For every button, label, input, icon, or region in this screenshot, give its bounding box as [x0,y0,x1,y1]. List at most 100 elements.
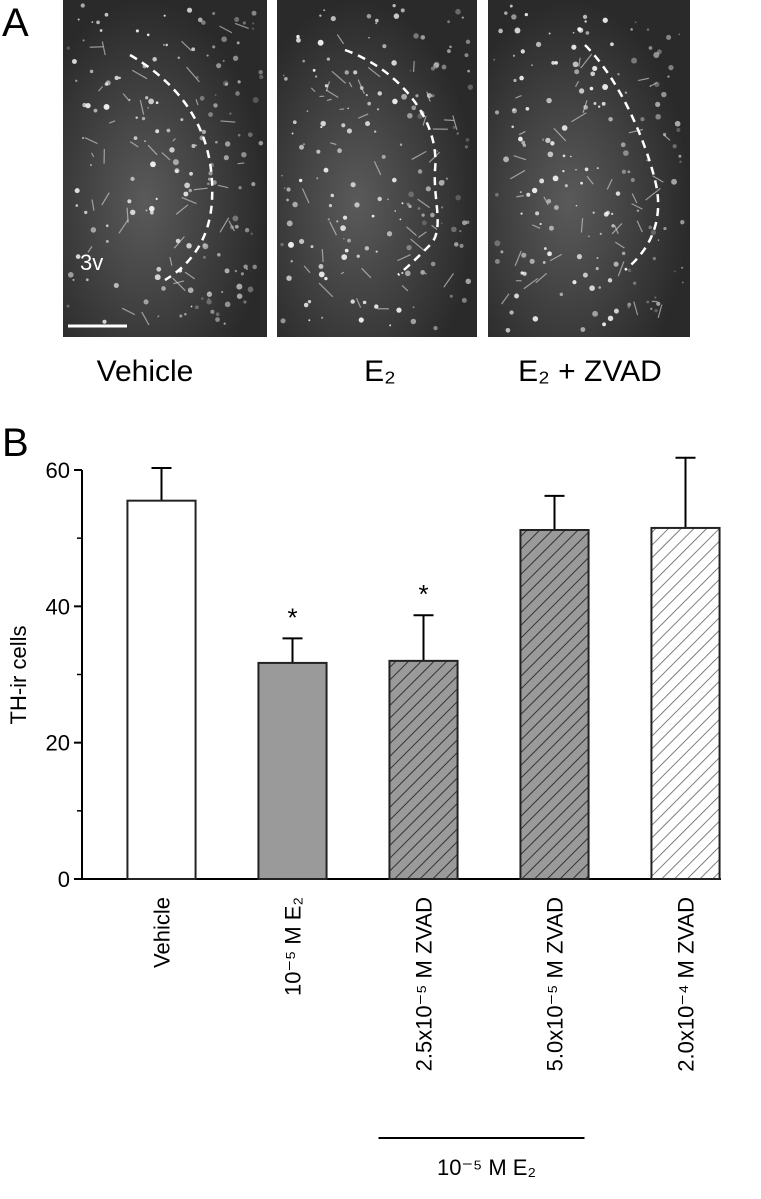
speckle [531,187,538,194]
significance-marker: * [287,602,297,632]
speckle [103,103,110,110]
speckle [303,302,309,308]
speckle [327,218,330,221]
speckle [229,112,232,115]
bar [519,528,590,881]
speckle [571,44,577,50]
speckle [561,125,568,131]
speckle [630,28,633,31]
fiber [516,195,524,198]
speckle [451,226,457,233]
speckle [589,285,595,292]
speckle [674,120,681,127]
fiber [443,119,455,122]
speckle [162,43,165,46]
speckle [221,290,224,294]
speckle [145,96,149,100]
speckle [590,71,596,77]
speckle [420,270,426,275]
fiber [87,245,93,253]
speckle [318,264,324,270]
speckle [425,186,431,192]
fiber [523,277,539,290]
fiber [452,115,458,131]
speckle [302,59,305,63]
speckle [524,12,528,17]
speckle [511,125,514,129]
speckle [323,9,326,12]
speckle [529,258,535,264]
speckle [141,116,146,121]
speckle [129,209,136,216]
speckle [526,192,531,197]
fiber [417,231,427,238]
speckle [375,250,378,253]
fiber [578,57,581,67]
speckle [391,60,397,66]
bar [126,499,197,880]
speckle [666,34,672,40]
speckle [679,160,682,164]
speckle [282,74,285,77]
speckle [650,229,657,236]
speckle [221,36,227,43]
speckle [663,226,667,231]
speckle [572,280,577,285]
speckle [661,91,667,98]
speckle [296,34,300,39]
speckle [344,248,349,253]
speckle [213,103,218,108]
speckle [310,245,314,249]
speckle [330,193,335,198]
speckle [194,305,199,310]
speckle [396,307,402,313]
fiber [141,311,150,326]
speckle [459,243,464,248]
speckle [627,302,632,307]
fiber [636,220,643,233]
micrograph [488,0,690,337]
speckle [323,167,329,173]
fiber [330,142,337,146]
speckle [368,36,370,39]
speckle [66,46,70,50]
speckle [621,251,626,256]
fiber [633,301,639,316]
speckle [662,132,667,137]
speckle [653,51,660,58]
y-axis-label: TH-ir cells [6,626,31,725]
speckle [503,156,509,163]
fiber [422,115,427,126]
speckle [307,299,312,304]
speckle [148,98,154,105]
speckle [362,300,367,305]
speckle [165,43,168,47]
fiber [175,204,189,215]
speckle [342,215,348,220]
speckle [572,31,575,34]
speckle [519,75,524,81]
fiber [611,223,623,235]
speckle [539,222,542,226]
speckle [601,101,606,106]
speckle [611,212,614,216]
speckle [82,102,87,108]
speckle [464,145,469,149]
speckle [177,56,181,60]
speckle [224,268,230,274]
speckle [607,278,613,283]
speckle [409,69,412,72]
significance-marker: * [418,579,428,609]
fiber [84,137,98,145]
speckle [374,304,379,309]
fiber [410,238,425,252]
speckle [336,220,339,223]
speckle [585,31,590,35]
speckle [447,20,450,24]
speckle [90,164,92,166]
fiber [501,293,510,305]
speckle [252,97,259,104]
speckle [513,78,517,83]
speckle [244,227,250,233]
speckle [371,214,375,218]
